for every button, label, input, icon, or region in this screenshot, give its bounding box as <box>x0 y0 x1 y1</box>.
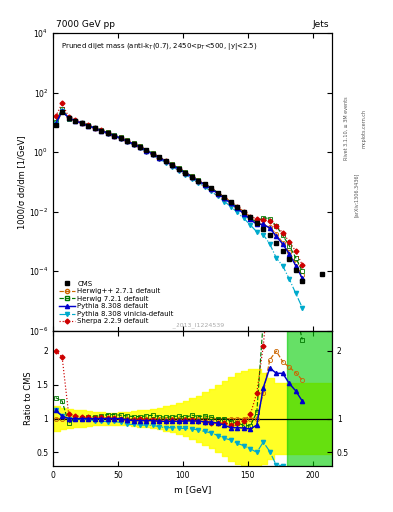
Text: CMS_2013_I1224539: CMS_2013_I1224539 <box>160 322 225 328</box>
Text: Rivet 3.1.10, ≥ 3M events: Rivet 3.1.10, ≥ 3M events <box>344 96 349 160</box>
Y-axis label: Ratio to CMS: Ratio to CMS <box>24 372 33 425</box>
Legend: CMS, Herwig++ 2.7.1 default, Herwig 7.2.1 default, Pythia 8.308 default, Pythia : CMS, Herwig++ 2.7.1 default, Herwig 7.2.… <box>57 278 176 327</box>
Text: 7000 GeV pp: 7000 GeV pp <box>56 20 115 29</box>
Text: [arXiv:1306.3436]: [arXiv:1306.3436] <box>354 173 359 217</box>
Y-axis label: 1000/σ dσ/dm [1/GeV]: 1000/σ dσ/dm [1/GeV] <box>17 135 26 229</box>
Text: Pruned dijet mass (anti-k$_T$(0.7), 2450<p$_T$<500, |y|<2.5): Pruned dijet mass (anti-k$_T$(0.7), 2450… <box>61 41 258 52</box>
Text: mcplots.cern.ch: mcplots.cern.ch <box>362 109 367 147</box>
Text: Jets: Jets <box>313 20 329 29</box>
X-axis label: m [GeV]: m [GeV] <box>174 485 211 495</box>
